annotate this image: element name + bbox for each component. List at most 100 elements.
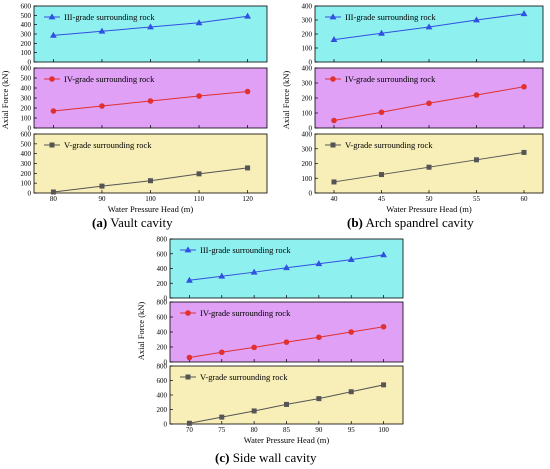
data-point-circle (244, 88, 251, 95)
data-point-square (521, 149, 527, 155)
data-point-circle (50, 108, 57, 114)
legend-marker (48, 13, 56, 20)
data-point-square (381, 382, 387, 388)
y-tick-label: 400 (302, 3, 313, 11)
data-point-square (316, 396, 322, 402)
y-tick-label: 100 (302, 110, 313, 118)
data-point-circle (380, 323, 387, 330)
y-tick-label: 300 (302, 80, 313, 88)
legend-label: V-grade surrounding rock (345, 140, 433, 150)
caption-c: (c) Side wall cavity (215, 450, 316, 466)
data-point-circle (283, 339, 290, 345)
data-point-circle (331, 117, 337, 124)
y-tick-label: 400 (302, 131, 313, 139)
legend-label: V-grade surrounding rock (200, 372, 288, 382)
x-tick-label: 60 (521, 195, 529, 203)
data-point-triangle (330, 36, 338, 42)
y-tick-label: 0 (309, 59, 313, 67)
y-tick-label: 400 (157, 329, 168, 337)
y-tick-label: 100 (21, 180, 32, 188)
y-tick-label: 300 (21, 31, 32, 39)
data-point-square (284, 401, 289, 407)
legend-label: V-grade surrounding rock (64, 140, 152, 150)
chart-c-panel-2: 0 200 400 600 800 IV-grade surrounding rock (157, 299, 404, 367)
y-tick-label: 500 (21, 12, 32, 20)
y-tick-label: 100 (21, 115, 32, 123)
y-tick-label: 400 (157, 392, 168, 400)
y-tick-label: 200 (157, 280, 168, 288)
y-tick-label: 200 (302, 31, 313, 39)
x-tick-label: 40 (331, 195, 339, 203)
legend-marker (329, 13, 337, 20)
caption-b: (b) Arch spandrel cavity (347, 215, 474, 231)
legend-label: IV-grade surrounding rock (64, 74, 155, 84)
y-axis-label: Axial Force (kN) (281, 71, 291, 130)
caption-a-letter: (a) (92, 215, 108, 230)
y-tick-label: 0 (164, 359, 168, 367)
x-axis-label: Water Pressure Head (m) (244, 435, 330, 445)
data-point-circle (348, 329, 355, 335)
y-tick-label: 100 (302, 45, 313, 53)
y-tick-label: 500 (21, 140, 32, 148)
y-tick-label: 200 (21, 105, 32, 113)
data-point-circle (186, 354, 193, 361)
data-point-square (331, 179, 337, 185)
x-tick-label: 100 (378, 426, 389, 434)
y-tick-label: 0 (164, 295, 168, 303)
y-tick-label: 200 (21, 40, 32, 48)
caption-a: (a) Vault cavity (92, 215, 173, 231)
chart-c-panel-3: 0 200 400 600 800 V-grade surrounding rock (157, 363, 404, 429)
y-tick-label: 0 (164, 421, 168, 429)
data-point-square (99, 183, 105, 189)
x-tick-label: 90 (98, 195, 106, 203)
panel-background (314, 5, 544, 63)
x-tick-label: 80 (50, 195, 58, 203)
y-tick-label: 400 (157, 265, 168, 273)
x-axis-label: Water Pressure Head (m) (108, 204, 194, 214)
y-tick-label: 600 (21, 3, 32, 11)
chart-b-panel-3: 0 100 200 300 400 V-grade surrounding rock (302, 131, 544, 198)
x-tick-label: 120 (242, 195, 253, 203)
data-point-triangle (283, 264, 290, 271)
data-point-circle (426, 100, 432, 107)
y-tick-label: 0 (28, 125, 32, 133)
x-tick-label: 110 (194, 195, 205, 203)
y-tick-label: 800 (157, 363, 168, 371)
legend-label: IV-grade surrounding rock (345, 74, 436, 84)
data-point-square (186, 420, 192, 426)
data-point-triangle (250, 268, 258, 275)
data-point-square (474, 157, 479, 163)
data-point-square (219, 414, 225, 420)
data-point-circle (196, 93, 202, 99)
x-tick-label: 45 (378, 195, 386, 203)
data-point-circle (521, 83, 527, 90)
data-point-triangle (218, 272, 226, 279)
caption-c-text: Side wall cavity (232, 450, 317, 465)
data-point-circle (316, 334, 322, 341)
y-axis-label: Axial Force (kN) (136, 302, 146, 361)
data-point-triangle (147, 23, 154, 30)
legend-label: IV-grade surrounding rock (200, 308, 291, 318)
y-tick-label: 100 (21, 49, 32, 57)
y-tick-label: 800 (157, 299, 168, 307)
legend-label: III-grade surrounding rock (200, 245, 291, 255)
y-tick-label: 200 (21, 170, 32, 178)
legend-marker (49, 76, 55, 82)
y-tick-label: 400 (21, 21, 32, 29)
legend-marker (185, 310, 191, 316)
x-tick-label: 70 (186, 426, 194, 434)
y-tick-label: 0 (309, 125, 313, 133)
y-tick-label: 100 (302, 175, 313, 183)
y-tick-label: 400 (302, 65, 313, 73)
data-point-square (348, 389, 354, 395)
caption-a-text: Vault cavity (110, 215, 173, 230)
data-point-triangle (378, 29, 385, 36)
x-tick-label: 85 (283, 426, 291, 434)
caption-b-text: Arch spandrel cavity (365, 215, 474, 230)
data-point-circle (378, 109, 385, 116)
x-axis-label: Water Pressure Head (m) (386, 204, 472, 214)
legend-marker (184, 246, 192, 253)
